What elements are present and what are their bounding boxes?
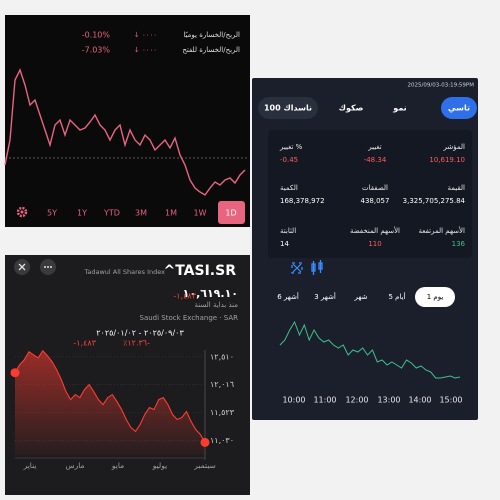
pl-percent: -0.10% — [82, 31, 111, 40]
tab[interactable]: ناسداك 100 — [264, 104, 312, 113]
range-button[interactable]: 1D — [225, 209, 236, 218]
index-name: Tadawul All Shares Index — [83, 268, 165, 276]
stat-label: الثابتة — [280, 227, 296, 235]
stat-value: -0.45 — [280, 156, 298, 164]
x-tick-label: 10:00 — [282, 396, 305, 405]
x-tick-label: سبتمبر — [193, 461, 216, 470]
pl-amount: ↓ ٠٠٠٠ — [134, 31, 157, 39]
range-button[interactable]: 1W — [194, 209, 207, 218]
stat-label: المؤشر — [443, 143, 466, 151]
symbol: ^TASI.SR — [163, 263, 236, 279]
candle-icon[interactable] — [311, 260, 323, 275]
range-change: -١,٤٨٣ — [73, 339, 96, 348]
index-line — [279, 320, 461, 379]
stat-label: الصفقات — [362, 184, 388, 192]
stats-box — [268, 130, 472, 258]
period[interactable]: 3 أشهر — [314, 292, 336, 301]
x-tick-label: يوليو — [152, 461, 167, 470]
exchange: Saudi Stock Exchange · SAR — [140, 314, 239, 322]
pl-amount: ↓ ٠٠٠٠ — [134, 46, 157, 54]
profit-panel — [5, 15, 250, 227]
range-percent: ٪١٢.٣٦- — [123, 339, 150, 348]
x-tick-label: 13:00 — [377, 396, 400, 405]
stat-value: 10,619.10 — [429, 156, 465, 164]
x-tick-label: 15:00 — [439, 396, 462, 405]
x-tick-label: 11:00 — [313, 396, 336, 405]
price-line — [14, 349, 206, 443]
y-tick-label: ١٢,٠١٦ — [210, 380, 234, 389]
x-tick-label: مارس — [65, 461, 84, 470]
price: ١٠,٦١٩.١٠ — [183, 287, 238, 300]
tab[interactable]: صكوك — [339, 104, 364, 113]
stat-value: 110 — [368, 240, 381, 248]
stat-value: 168,378,972 — [280, 197, 325, 205]
period[interactable]: 6 أشهر — [277, 292, 299, 301]
tab[interactable]: تاسي — [448, 104, 470, 113]
tab-active[interactable] — [441, 97, 477, 119]
stat-label: الأسهم المنخفضة — [350, 226, 400, 235]
expand-icon[interactable] — [291, 262, 303, 274]
ytd-label: منذ بداية السنة — [195, 301, 239, 309]
range-button[interactable]: 5Y — [47, 209, 57, 218]
period-active[interactable] — [415, 287, 455, 307]
end-dot — [10, 368, 20, 378]
area — [15, 350, 205, 455]
period[interactable]: 1 يوم — [427, 293, 444, 301]
more-button[interactable] — [40, 259, 56, 275]
stat-label: الأسهم المرتفعة — [418, 226, 465, 235]
stat-label: الكمية — [280, 184, 298, 192]
range-button[interactable]: 1M — [165, 209, 177, 218]
stat-value: 136 — [452, 240, 466, 248]
y-tick-label: ١٢,٥١٠ — [210, 352, 234, 361]
stat-value: 438,057 — [361, 197, 390, 205]
x-tick-label: مايو — [111, 461, 124, 470]
x-tick-label: 12:00 — [345, 396, 368, 405]
pl-label: الربح/الخسارة يوميًا — [183, 31, 240, 39]
stat-label: تغيير % — [279, 143, 303, 151]
stat-value: 14 — [280, 240, 289, 248]
x-tick-label: 14:00 — [408, 396, 431, 405]
stat-value: 3,325,705,275.84 — [403, 197, 466, 205]
stat-value: -48.34 — [364, 156, 387, 164]
stat-label: تغيير — [367, 143, 381, 151]
range-button[interactable]: YTD — [103, 209, 120, 218]
range-button[interactable]: 3M — [135, 209, 147, 218]
pl-label: الربح/الخسارة للفتح — [182, 46, 240, 54]
period[interactable]: شهر — [354, 293, 368, 301]
close-button[interactable] — [14, 259, 30, 275]
y-tick-label: ١١,٠٣٠ — [210, 436, 234, 445]
stat-label: القيمة — [447, 184, 465, 192]
pl-percent: -7.03% — [82, 46, 111, 55]
range-button[interactable]: 1Y — [77, 209, 87, 218]
x-tick-label: يناير — [23, 461, 37, 470]
y-tick-label: ١١,٥٢٣ — [210, 408, 235, 417]
settings-icon[interactable] — [16, 206, 28, 218]
timestamp: 2025/09/03-03:19:59PM — [408, 83, 475, 89]
tab-pill[interactable] — [258, 97, 318, 119]
date-range: ٢٠٢٥/٠٩/٠٣ - ٢٠٢٥/٠١/٠٢ — [96, 329, 184, 338]
period[interactable]: 5 أيام — [388, 292, 405, 301]
ytd-change: -١,٤٨٣ — [173, 292, 196, 301]
range-active[interactable] — [218, 201, 245, 224]
tab[interactable]: نمو — [392, 104, 406, 113]
profit-line — [4, 68, 246, 196]
end-dot — [200, 437, 210, 447]
